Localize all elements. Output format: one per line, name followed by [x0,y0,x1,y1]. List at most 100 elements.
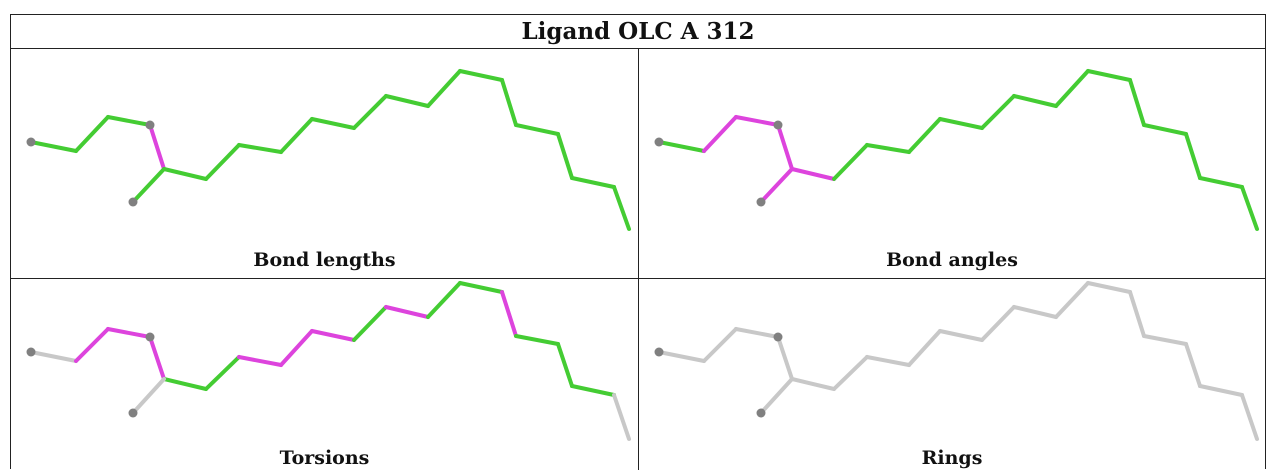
bond [514,123,560,136]
bond [500,290,518,338]
bond [106,327,152,339]
caption-bond-lengths: Bond lengths [253,249,396,271]
bond [162,167,208,181]
bond [74,115,110,153]
bond [612,393,631,441]
bond [279,117,314,154]
bond [657,350,706,363]
bond [1086,69,1132,82]
bond [514,334,560,346]
bond [384,94,430,108]
atom [26,347,36,357]
bond [790,377,836,391]
bond [907,117,942,154]
bond [131,377,166,415]
bond [1012,94,1058,108]
bond [106,115,152,127]
bond [556,132,574,180]
bond [310,117,356,130]
atom [26,137,36,147]
bond [148,335,166,381]
bond [832,143,869,181]
molecule-torsions [26,281,631,441]
bond [458,281,504,294]
bond [980,94,1016,130]
bond [29,140,78,153]
bond [1240,185,1259,231]
bond [657,140,706,153]
molecule-rings [654,281,1259,441]
bond [148,123,166,171]
bond [1184,132,1202,180]
bond [279,329,314,367]
atom [654,347,664,357]
bond [702,327,738,363]
bond [1128,78,1146,127]
bond [1142,123,1188,136]
bond [790,167,836,181]
bond [759,377,794,415]
bond [310,329,356,342]
bond [1128,290,1146,338]
bond [734,115,780,127]
bond [426,69,462,108]
bond [907,329,942,367]
bond [1240,393,1259,441]
bond [204,143,241,181]
bond [352,94,388,130]
bond [832,355,869,391]
bond [776,123,794,171]
caption-rings: Rings [921,447,983,469]
bond [1184,342,1202,388]
atom [128,408,138,418]
bond [938,329,984,342]
atom [145,120,155,130]
bond [500,78,518,127]
bond [1198,176,1244,189]
atom [128,197,138,207]
bond [1054,281,1090,319]
bond [131,167,166,204]
bond [759,167,794,204]
ligand-figure: Ligand OLC A 312 Bond lengths Bond angle… [10,14,1266,470]
caption-torsions: Torsions [279,447,370,469]
bond [938,117,984,130]
bond [162,377,208,391]
bond [29,350,78,363]
bond [458,69,504,82]
bond [734,327,780,339]
atom [756,197,766,207]
atom [654,137,664,147]
panel-bond-angles: Bond angles [639,49,1265,279]
bond [426,281,462,319]
panel-rings: Rings [639,279,1265,470]
bond [204,355,241,391]
panel-torsions: Torsions [11,279,639,470]
bond [570,176,616,189]
panel-bond-lengths: Bond lengths [11,49,639,279]
bond [702,115,738,153]
bond [556,342,574,388]
bond [1012,305,1058,319]
bond [612,185,631,231]
molecule-bond-lengths [26,69,631,231]
bond [352,305,388,342]
bond [1142,334,1188,346]
bond [865,355,911,367]
bond [865,143,911,154]
bond [384,305,430,319]
atom [773,120,783,130]
bond [1198,384,1244,397]
bond [237,355,283,367]
bond [74,327,110,363]
caption-bond-angles: Bond angles [886,249,1018,271]
atom [145,332,155,342]
bond [1086,281,1132,294]
bond [1054,69,1090,108]
atom [773,332,783,342]
bond [570,384,616,397]
figure-title: Ligand OLC A 312 [11,15,1265,49]
bond [980,305,1016,342]
molecule-bond-angles [654,69,1259,231]
bond [237,143,283,154]
